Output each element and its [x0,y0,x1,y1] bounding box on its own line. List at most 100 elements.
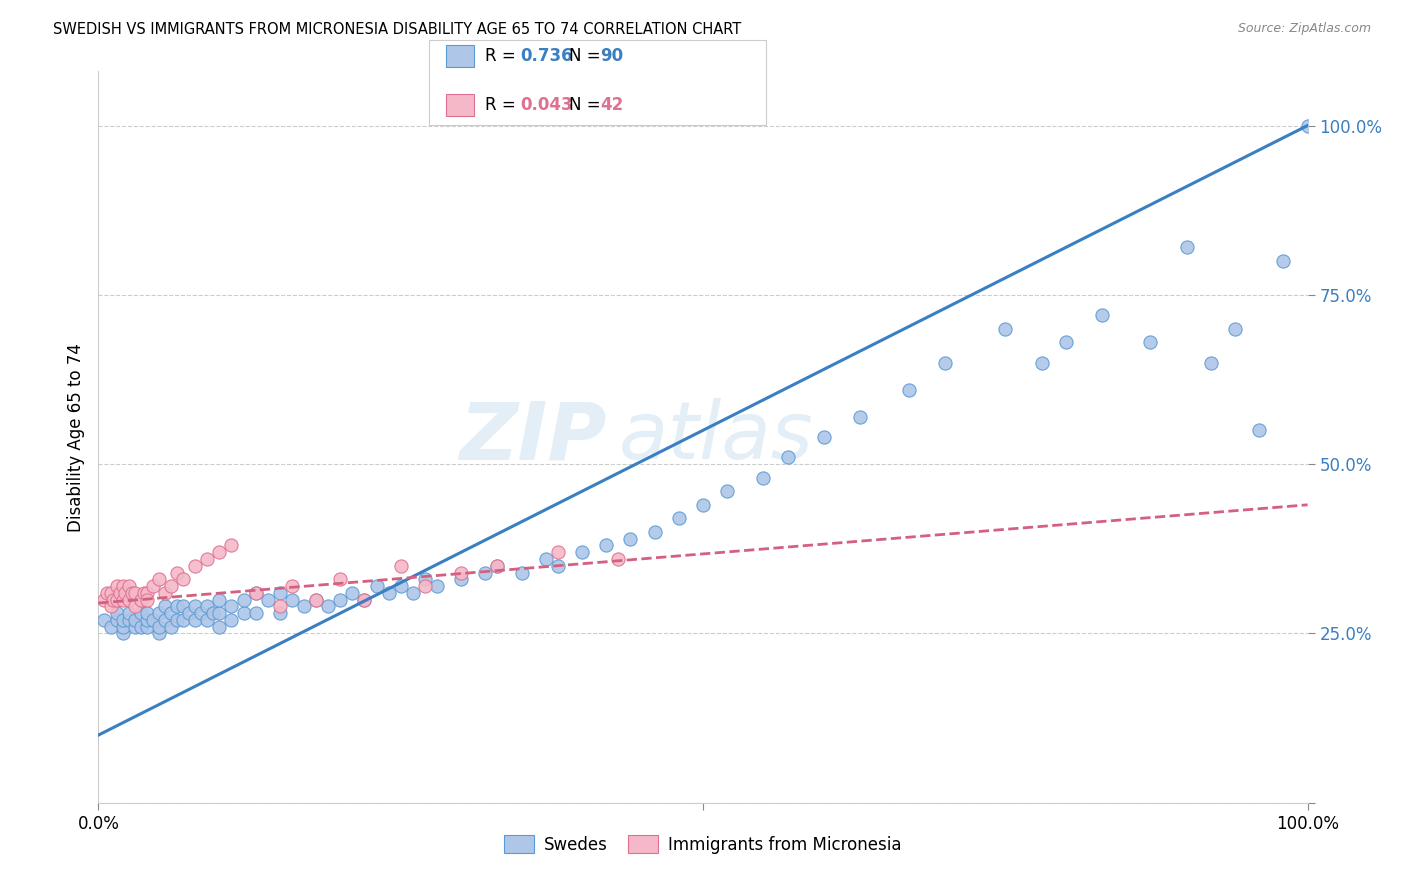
Point [105,592,128,607]
Y-axis label: Disability Age 65 to 74: Disability Age 65 to 74 [66,343,84,532]
Point [129,620,152,634]
Point [124,620,146,634]
Point [93,592,115,607]
Point [184,558,207,573]
Point [118,613,141,627]
Point [1249,423,1271,437]
Text: Source: ZipAtlas.com: Source: ZipAtlas.com [1237,22,1371,36]
Point [129,606,152,620]
Point [208,606,231,620]
Point [135,606,157,620]
Text: N =: N = [569,46,606,65]
Point [486,558,509,573]
Point [202,606,225,620]
Point [100,599,122,614]
Text: 90: 90 [600,46,623,65]
Point [389,558,412,573]
Point [172,572,194,586]
Point [1199,355,1222,369]
Point [353,592,375,607]
Point [510,566,533,580]
Point [221,613,243,627]
Point [153,613,176,627]
Point [1296,119,1319,133]
Point [329,572,352,586]
Point [135,592,157,607]
Point [111,613,134,627]
Point [281,579,304,593]
Point [208,620,231,634]
Point [269,599,291,614]
Text: SWEDISH VS IMMIGRANTS FROM MICRONESIA DISABILITY AGE 65 TO 74 CORRELATION CHART: SWEDISH VS IMMIGRANTS FROM MICRONESIA DI… [53,22,742,37]
Point [100,620,122,634]
Text: R =: R = [485,95,522,114]
Point [195,552,218,566]
Text: N =: N = [569,95,606,114]
Point [190,606,212,620]
Point [1091,308,1114,322]
Point [269,606,291,620]
Point [124,613,146,627]
Point [547,545,569,559]
Point [105,613,128,627]
Point [426,579,449,593]
Point [389,579,412,593]
Point [208,545,231,559]
Point [644,524,666,539]
Point [135,620,157,634]
Point [402,586,425,600]
Point [160,579,183,593]
Point [118,579,141,593]
Point [148,606,170,620]
Point [118,592,141,607]
Point [292,599,315,614]
Point [245,586,267,600]
Point [179,606,201,620]
Point [1175,240,1198,254]
Point [245,586,267,600]
Point [281,592,304,607]
Point [105,579,128,593]
Point [148,572,170,586]
Point [607,552,630,566]
Point [96,586,118,600]
Point [305,592,328,607]
Point [776,450,799,465]
Legend: Swedes, Immigrants from Micronesia: Swedes, Immigrants from Micronesia [498,829,908,860]
Point [195,613,218,627]
Point [1031,355,1053,369]
Point [269,586,291,600]
Point [105,606,128,620]
Point [1054,335,1077,350]
Point [135,586,157,600]
Point [752,471,775,485]
Text: atlas: atlas [619,398,813,476]
Point [129,592,152,607]
Point [534,552,557,566]
Point [849,409,872,424]
Point [377,586,399,600]
Point [142,579,165,593]
Text: 42: 42 [600,95,624,114]
Point [329,592,352,607]
Point [342,586,364,600]
Point [208,592,231,607]
Point [221,599,243,614]
Point [316,599,339,614]
Point [547,558,569,573]
Point [305,592,328,607]
Point [716,484,738,499]
Point [134,586,156,600]
Point [124,599,146,614]
Point [160,620,183,634]
Text: ZIP: ZIP [458,398,606,476]
Point [474,566,496,580]
Point [413,579,436,593]
Point [148,620,170,634]
Point [93,613,115,627]
Point [195,599,218,614]
Point [166,613,188,627]
Point [121,586,143,600]
Point [148,626,170,640]
Point [184,599,207,614]
